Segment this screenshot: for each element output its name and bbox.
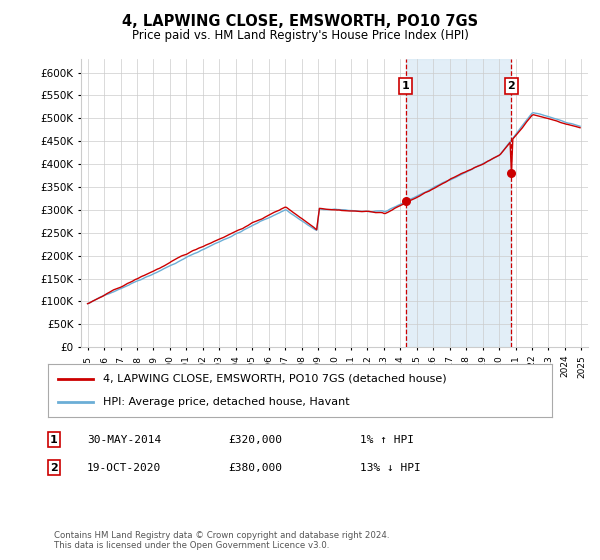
Text: HPI: Average price, detached house, Havant: HPI: Average price, detached house, Hava… [103, 397, 350, 407]
Text: 4, LAPWING CLOSE, EMSWORTH, PO10 7GS (detached house): 4, LAPWING CLOSE, EMSWORTH, PO10 7GS (de… [103, 374, 447, 384]
Point [401, 196, 410, 205]
Text: £380,000: £380,000 [228, 463, 282, 473]
Text: 13% ↓ HPI: 13% ↓ HPI [360, 463, 421, 473]
Point [506, 169, 516, 178]
Text: Contains HM Land Registry data © Crown copyright and database right 2024.
This d: Contains HM Land Registry data © Crown c… [54, 530, 389, 550]
Text: 30-MAY-2014: 30-MAY-2014 [87, 435, 161, 445]
Text: 4, LAPWING CLOSE, EMSWORTH, PO10 7GS: 4, LAPWING CLOSE, EMSWORTH, PO10 7GS [122, 14, 478, 29]
Text: £320,000: £320,000 [228, 435, 282, 445]
Text: 19-OCT-2020: 19-OCT-2020 [87, 463, 161, 473]
Text: 1: 1 [50, 435, 58, 445]
Text: 2: 2 [50, 463, 58, 473]
Bar [406, 59, 511, 347]
Text: 2: 2 [508, 81, 515, 91]
Text: Price paid vs. HM Land Registry's House Price Index (HPI): Price paid vs. HM Land Registry's House … [131, 29, 469, 42]
Text: 1: 1 [402, 81, 410, 91]
Text: 1% ↑ HPI: 1% ↑ HPI [360, 435, 414, 445]
